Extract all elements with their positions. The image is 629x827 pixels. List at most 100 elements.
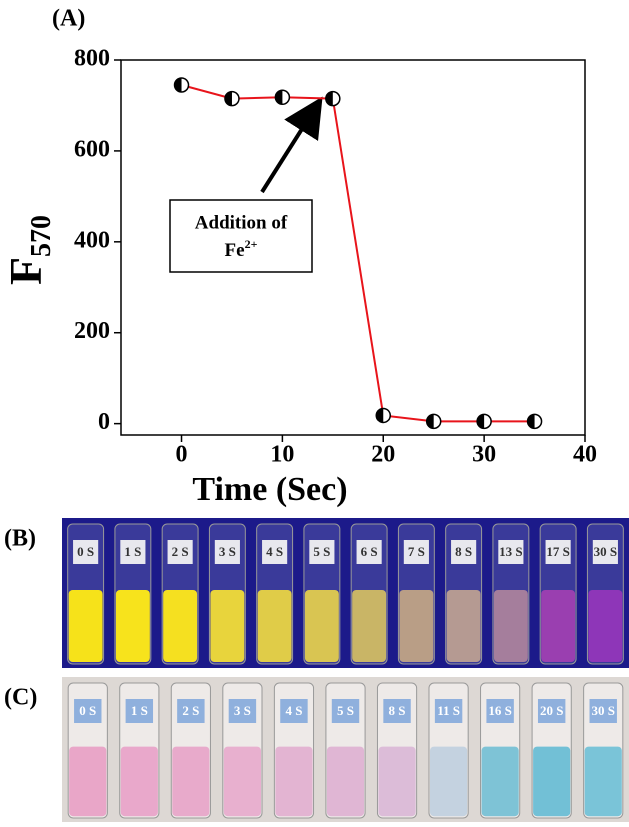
y-axis-label-main: F xyxy=(0,257,51,285)
vial-label: 2 S xyxy=(172,544,189,559)
marker-half xyxy=(325,91,333,106)
vial-tag xyxy=(331,699,360,723)
vial-liquid xyxy=(378,746,416,817)
y-tick-label: 800 xyxy=(74,46,110,72)
marker xyxy=(173,77,190,93)
x-tick-label: 40 xyxy=(573,442,597,468)
vial-tag xyxy=(262,540,288,564)
vial-tag xyxy=(280,699,308,723)
vial-liquid xyxy=(275,746,313,817)
vial-tag xyxy=(228,699,257,723)
vial-liquid xyxy=(493,590,528,662)
vial-label: 13 S xyxy=(499,544,522,559)
vial-tag xyxy=(177,699,205,723)
marker xyxy=(325,90,341,107)
vial-label: 1 S xyxy=(124,544,141,559)
vial-tag xyxy=(434,699,463,723)
annotation: Addition of xyxy=(195,212,288,233)
vial-label: 8 S xyxy=(389,703,406,718)
vial-tag xyxy=(537,699,566,723)
vial-tag xyxy=(545,540,571,564)
vial-liquid xyxy=(163,590,198,662)
vial-label: 0 S xyxy=(77,544,94,559)
vial-liquid xyxy=(115,590,150,662)
vial-liquid xyxy=(533,746,571,817)
vial-liquid xyxy=(172,746,210,817)
vial-label: 6 S xyxy=(361,544,378,559)
x-tick-label: 30 xyxy=(472,442,496,468)
x-tick-label: 20 xyxy=(371,442,395,468)
marker-half xyxy=(426,414,434,429)
plot-frame xyxy=(120,59,586,436)
vial-liquid xyxy=(481,746,519,817)
vial-label: 17 S xyxy=(546,544,569,559)
vial-liquid xyxy=(352,590,387,662)
vial-tag xyxy=(73,540,99,564)
x-tick-label: 0 xyxy=(176,442,188,468)
vial-label: 4 S xyxy=(285,703,302,718)
marker-half xyxy=(477,414,485,429)
x-tick-label: 10 xyxy=(270,442,294,468)
photo xyxy=(62,518,629,668)
annotation-box xyxy=(169,199,313,273)
panel-label: (C) xyxy=(4,685,37,711)
vial-tag xyxy=(125,699,154,723)
vial-liquid xyxy=(588,590,623,662)
arrow xyxy=(260,96,323,194)
vial-liquid xyxy=(304,590,339,662)
marker-half xyxy=(275,90,283,105)
vial-label: 0 S xyxy=(79,703,96,718)
vial-tag xyxy=(592,540,618,564)
vial-tag xyxy=(486,699,514,723)
panel-label: (B) xyxy=(4,526,36,552)
vial-tag xyxy=(167,540,193,564)
vial-label: 5 S xyxy=(337,703,354,718)
vial-label: 1 S xyxy=(131,703,148,718)
vial-liquid xyxy=(430,746,468,817)
vial-liquid xyxy=(399,590,434,662)
annotation-text: Fe xyxy=(225,240,245,261)
vial-label: 7 S xyxy=(408,544,425,559)
vial-liquid xyxy=(210,590,245,662)
marker xyxy=(526,413,543,430)
vial-label: 30 S xyxy=(591,703,614,718)
annotation: Fe2+ xyxy=(225,237,258,262)
line xyxy=(181,84,535,423)
marker-half xyxy=(376,408,384,423)
vial-label: 16 S xyxy=(488,703,511,718)
vial-label: 2 S xyxy=(182,703,199,718)
vial-tag xyxy=(589,699,617,723)
vial-tag xyxy=(356,540,382,564)
vial-tag xyxy=(214,540,240,564)
marker-half xyxy=(174,78,182,92)
vial-tag xyxy=(451,540,477,564)
vial-label: 30 S xyxy=(594,544,617,559)
vial-label: 3 S xyxy=(219,544,236,559)
vial-liquid xyxy=(584,746,622,817)
marker xyxy=(224,90,240,107)
vial-tag xyxy=(74,699,102,723)
vial-liquid xyxy=(446,590,481,662)
marker xyxy=(476,413,492,430)
vial-liquid xyxy=(68,590,103,662)
vial-tag xyxy=(383,699,411,723)
vial-liquid xyxy=(223,746,261,817)
vial-label: 5 S xyxy=(313,544,330,559)
marker-half xyxy=(224,91,232,106)
vial-label: 3 S xyxy=(234,703,251,718)
vial-liquid xyxy=(541,590,576,662)
vial-label: 4 S xyxy=(266,544,283,559)
x-axis-label: Time (Sec) xyxy=(192,471,347,508)
vial-liquid xyxy=(257,590,292,662)
vial-label: 11 S xyxy=(437,703,460,718)
y-axis-label-sub: 570 xyxy=(26,215,57,257)
vial-liquid xyxy=(69,746,107,817)
marker-half xyxy=(527,414,535,429)
vial-liquid xyxy=(120,746,158,817)
marker xyxy=(425,413,442,430)
y-tick-label: 200 xyxy=(74,318,110,344)
y-axis-label: F570 xyxy=(0,215,57,285)
y-tick-label: 600 xyxy=(74,136,110,162)
vial-tag xyxy=(309,540,335,564)
